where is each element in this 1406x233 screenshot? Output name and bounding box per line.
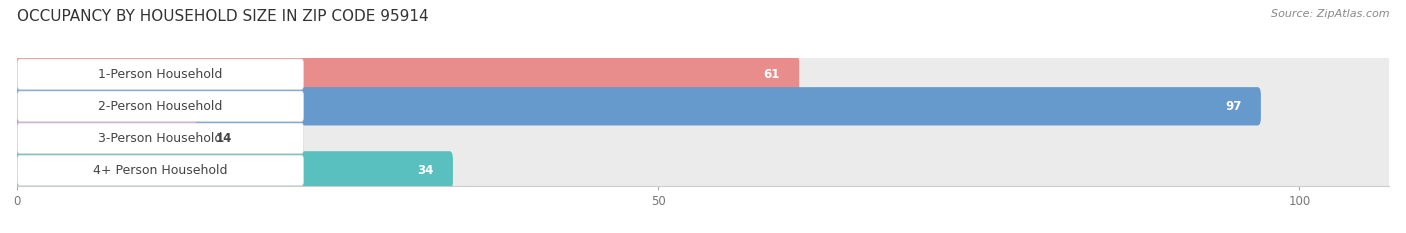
Text: 1-Person Household: 1-Person Household bbox=[98, 68, 222, 81]
Text: OCCUPANCY BY HOUSEHOLD SIZE IN ZIP CODE 95914: OCCUPANCY BY HOUSEHOLD SIZE IN ZIP CODE … bbox=[17, 9, 429, 24]
FancyBboxPatch shape bbox=[17, 51, 1389, 97]
Text: 4+ Person Household: 4+ Person Household bbox=[93, 164, 228, 177]
FancyBboxPatch shape bbox=[17, 151, 453, 190]
FancyBboxPatch shape bbox=[17, 155, 304, 186]
Text: 97: 97 bbox=[1225, 100, 1241, 113]
FancyBboxPatch shape bbox=[17, 59, 304, 89]
Text: 14: 14 bbox=[215, 132, 232, 145]
FancyBboxPatch shape bbox=[17, 147, 1389, 193]
FancyBboxPatch shape bbox=[17, 91, 304, 122]
FancyBboxPatch shape bbox=[17, 119, 197, 158]
FancyBboxPatch shape bbox=[17, 123, 304, 154]
Text: 3-Person Household: 3-Person Household bbox=[98, 132, 222, 145]
Text: 34: 34 bbox=[418, 164, 433, 177]
Text: Source: ZipAtlas.com: Source: ZipAtlas.com bbox=[1271, 9, 1389, 19]
Text: 61: 61 bbox=[763, 68, 780, 81]
Text: 2-Person Household: 2-Person Household bbox=[98, 100, 222, 113]
FancyBboxPatch shape bbox=[17, 87, 1261, 126]
FancyBboxPatch shape bbox=[17, 115, 1389, 161]
FancyBboxPatch shape bbox=[17, 83, 1389, 129]
FancyBboxPatch shape bbox=[17, 55, 799, 93]
